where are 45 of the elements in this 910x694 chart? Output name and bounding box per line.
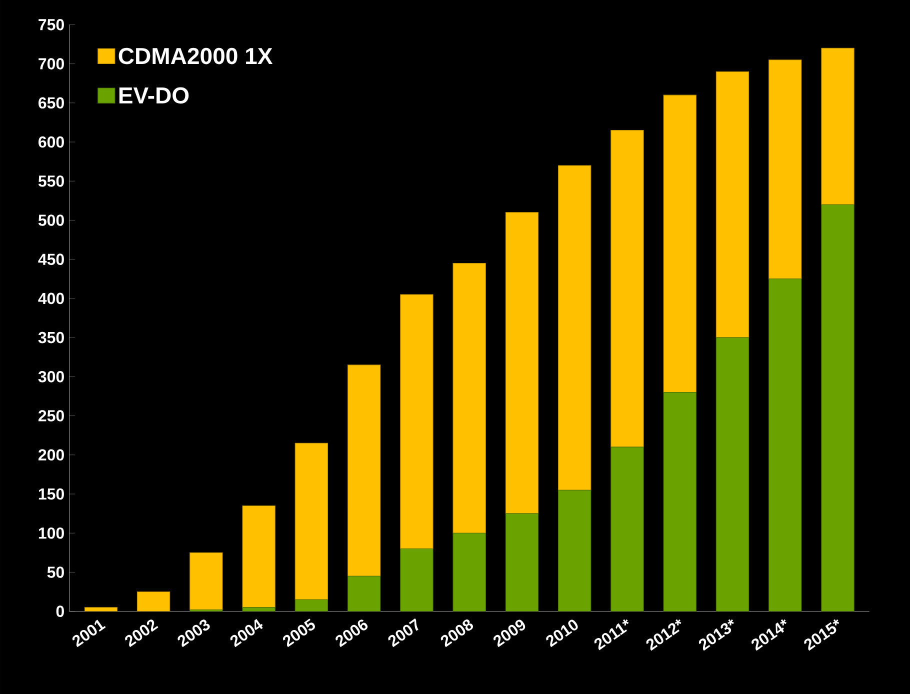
y-tick-label: 250 bbox=[38, 410, 64, 422]
bar bbox=[452, 262, 486, 534]
bar bbox=[663, 392, 696, 612]
y-tick-label: 350 bbox=[38, 332, 64, 344]
bar bbox=[610, 130, 644, 448]
bar bbox=[400, 548, 434, 612]
bar bbox=[242, 607, 276, 612]
bar bbox=[663, 94, 696, 393]
y-tick-label: 550 bbox=[38, 175, 64, 187]
bar bbox=[768, 278, 802, 612]
y-tick-label: 600 bbox=[38, 136, 64, 148]
bar bbox=[294, 599, 328, 612]
y-tick-label: 200 bbox=[38, 449, 64, 461]
y-tick-label: 400 bbox=[38, 292, 64, 304]
bar bbox=[558, 490, 592, 612]
y-tick-label: 500 bbox=[38, 214, 64, 226]
bar bbox=[347, 576, 381, 612]
bar bbox=[294, 442, 328, 600]
y-tick-label: 300 bbox=[38, 371, 64, 382]
bar bbox=[242, 505, 276, 608]
bar bbox=[84, 607, 118, 612]
legend-label: CDMA2000 1X bbox=[118, 48, 273, 64]
bar bbox=[347, 364, 381, 576]
bar bbox=[452, 532, 486, 612]
bar bbox=[821, 48, 854, 205]
legend-label: EV-DO bbox=[119, 87, 189, 104]
bar bbox=[716, 337, 750, 612]
bar bbox=[558, 165, 592, 490]
y-tick-label: 450 bbox=[38, 254, 64, 265]
y-tick-label: 100 bbox=[38, 527, 64, 539]
bar bbox=[505, 513, 539, 612]
y-tick-label: 750 bbox=[38, 19, 64, 30]
y-tick-label: 650 bbox=[38, 97, 64, 109]
y-tick-label: 50 bbox=[47, 566, 64, 578]
bar bbox=[821, 204, 854, 612]
bar bbox=[136, 592, 170, 612]
bar bbox=[768, 60, 802, 280]
bar bbox=[400, 294, 434, 550]
y-tick-label: 150 bbox=[38, 488, 64, 500]
bar bbox=[190, 552, 223, 610]
y-tick-label: 700 bbox=[38, 58, 64, 70]
bar bbox=[505, 212, 539, 514]
y-tick-label: 0 bbox=[56, 606, 64, 617]
bar bbox=[610, 446, 644, 612]
bar bbox=[716, 71, 750, 338]
